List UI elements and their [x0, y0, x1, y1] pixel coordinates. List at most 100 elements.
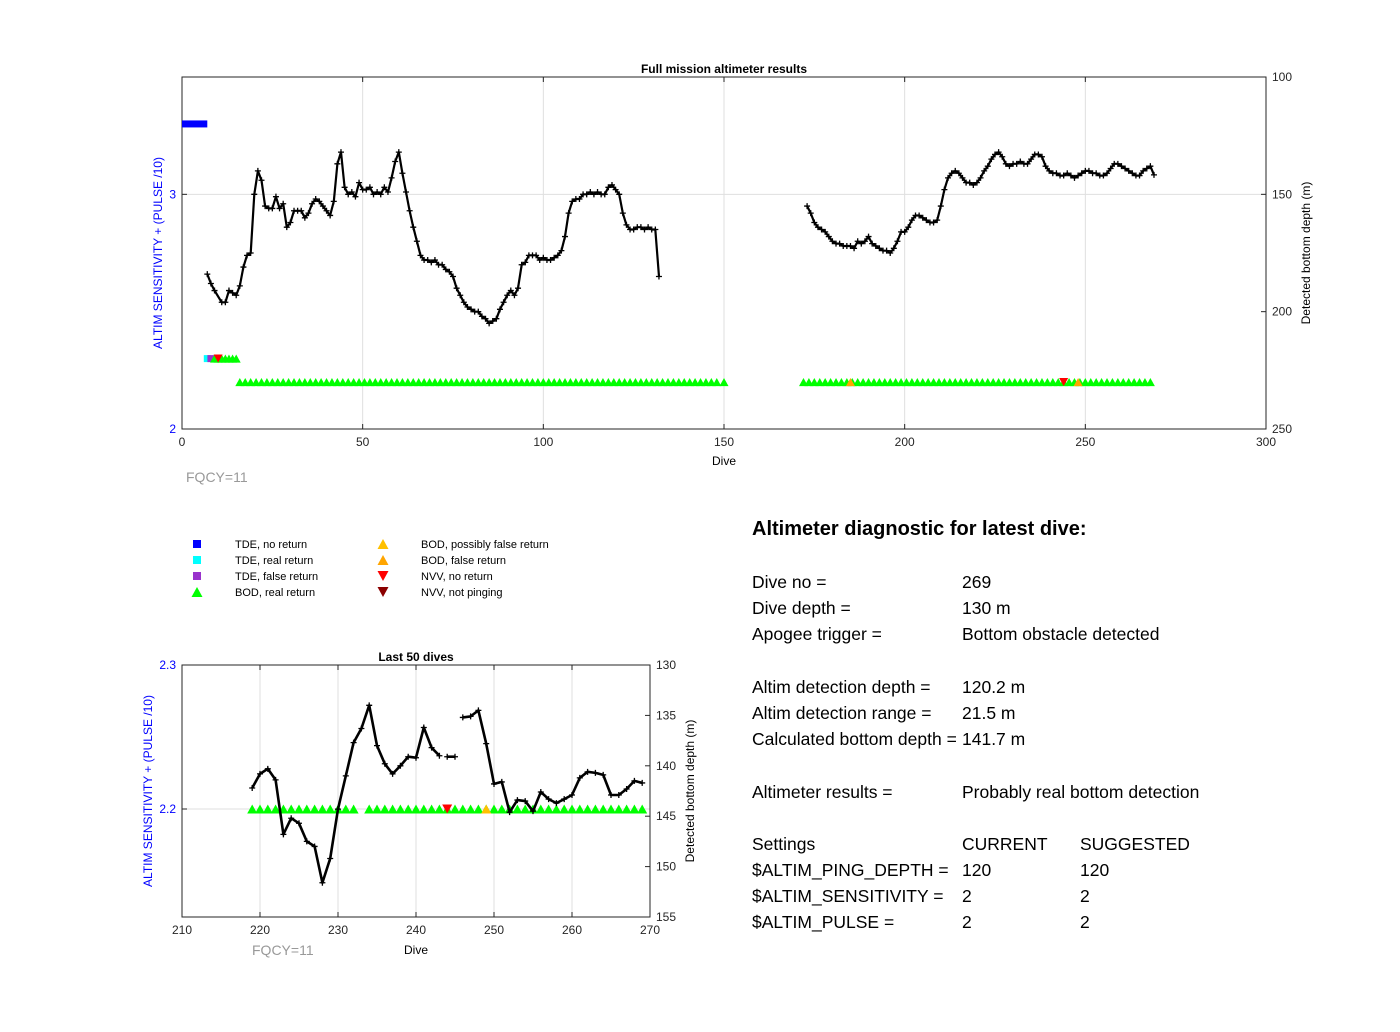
tde-no-return-marker	[182, 120, 208, 128]
depth-point-marker	[276, 205, 283, 212]
depth-point-marker	[397, 762, 404, 769]
depth-point-marker	[601, 191, 608, 198]
legend-label: TDE, false return	[235, 571, 318, 583]
depth-point-marker	[561, 796, 568, 803]
depth-point-marker	[623, 221, 630, 228]
depth-point-marker	[358, 725, 365, 732]
depth-point-marker	[631, 777, 638, 784]
setting-row-ping-depth: $ALTIM_PING_DEPTH = 120 120	[752, 857, 1372, 883]
depth-point-marker	[992, 151, 998, 158]
depth-point-marker	[1140, 167, 1147, 174]
depth-point-marker	[807, 210, 814, 217]
depth-point-marker	[652, 226, 659, 233]
bod-real-marker	[590, 804, 601, 814]
depth-point-marker	[417, 252, 424, 259]
bod-real-marker	[489, 804, 499, 814]
y-right-tick-label: 250	[1272, 422, 1292, 436]
altimeter-diagnostic-panel: Altimeter diagnostic for latest dive: Di…	[752, 518, 1372, 936]
depth-point-marker	[381, 184, 388, 191]
depth-point-marker	[370, 191, 377, 198]
bod-real-marker	[286, 804, 297, 814]
depth-point-marker	[254, 167, 261, 174]
tde-marker	[207, 355, 215, 363]
depth-point-marker	[244, 252, 251, 259]
depth-point-marker	[1028, 156, 1035, 163]
depth-point-marker	[450, 273, 456, 280]
bod-real-marker	[629, 804, 640, 814]
depth-point-marker	[619, 210, 626, 217]
main-chart-title: Full mission altimeter results	[641, 62, 807, 76]
depth-point-marker	[258, 177, 265, 184]
calculated-bottom-depth-row: Calculated bottom depth = 141.7 m	[752, 726, 1372, 752]
altim-detection-range-value: 21.5 m	[962, 702, 1016, 723]
depth-point-marker	[413, 238, 420, 245]
bod-real-marker	[613, 804, 624, 814]
depth-point-marker	[977, 174, 984, 181]
dive-depth-label: Dive depth =	[752, 598, 851, 619]
bod-real-marker	[535, 804, 546, 814]
depth-point-marker	[551, 254, 558, 261]
setting-suggested: 2	[1080, 886, 1090, 907]
depth-point-marker	[1046, 167, 1053, 174]
bod-real-marker	[294, 804, 304, 814]
depth-point-marker	[952, 167, 959, 174]
x-tick-label: 200	[895, 435, 915, 449]
depth-point-marker	[298, 207, 305, 214]
altim-detection-range-label: Altim detection range =	[752, 702, 932, 723]
depth-point-marker	[1107, 165, 1114, 172]
bod-real-marker	[637, 804, 648, 814]
altim-detection-range-row: Altim detection range = 21.5 m	[752, 700, 1372, 726]
x-tick-label: 230	[328, 923, 348, 937]
depth-point-marker	[384, 188, 391, 195]
depth-point-marker	[825, 233, 832, 240]
legend-triangle-icon	[377, 587, 389, 597]
depth-point-marker	[439, 261, 446, 268]
depth-point-marker	[565, 210, 572, 217]
depth-point-marker	[436, 752, 443, 759]
diagnostic-title: Altimeter diagnostic for latest dive:	[752, 518, 1087, 540]
depth-point-marker	[637, 224, 644, 231]
bod-real-marker	[457, 804, 468, 814]
altim-detection-depth-label: Altim detection depth =	[752, 676, 931, 697]
depth-point-marker	[514, 797, 521, 804]
depth-point-marker	[348, 188, 355, 195]
bod-real-marker	[426, 804, 437, 814]
setting-name: $ALTIM_SENSITIVITY =	[752, 886, 944, 907]
depth-point-marker	[489, 318, 496, 325]
depth-point-marker	[829, 238, 836, 245]
depth-point-marker	[818, 226, 825, 233]
depth-point-marker	[623, 785, 630, 792]
depth-point-marker	[211, 287, 218, 294]
bod-real-marker	[270, 804, 281, 814]
x-tick-label: 0	[179, 435, 186, 449]
depth-point-marker	[608, 792, 614, 799]
depth-point-marker	[345, 191, 352, 198]
depth-point-marker	[342, 772, 349, 779]
main-chart-ylabel-left: ALTIM SENSITIVITY + (PULSE /10)	[151, 157, 165, 349]
bod-real-marker	[465, 804, 476, 814]
depth-point-marker	[413, 754, 419, 761]
depth-point-marker	[1006, 163, 1013, 170]
main-chart-fqcy-note: FQCY=11	[186, 469, 248, 485]
bod-real-marker	[712, 378, 722, 387]
depth-point-marker	[312, 196, 319, 203]
legend-label: BOD, possibly false return	[421, 539, 549, 551]
depth-point-marker	[639, 779, 646, 786]
legend-square-icon	[193, 556, 201, 564]
depth-point-marker	[1125, 167, 1132, 174]
setting-current: 2	[962, 912, 972, 933]
x-tick-label: 250	[484, 923, 504, 937]
depth-point-marker	[496, 306, 503, 313]
depth-point-marker	[303, 838, 310, 845]
depth-point-marker	[869, 240, 876, 247]
bod-real-marker	[1145, 378, 1155, 387]
bod-real-marker	[418, 804, 429, 814]
depth-line	[806, 151, 1156, 255]
depth-point-marker	[457, 292, 464, 299]
depth-point-marker	[350, 739, 357, 746]
depth-point-marker	[584, 768, 591, 775]
depth-point-marker	[558, 247, 565, 254]
depth-point-marker	[1013, 160, 1020, 167]
depth-point-marker	[410, 224, 417, 231]
